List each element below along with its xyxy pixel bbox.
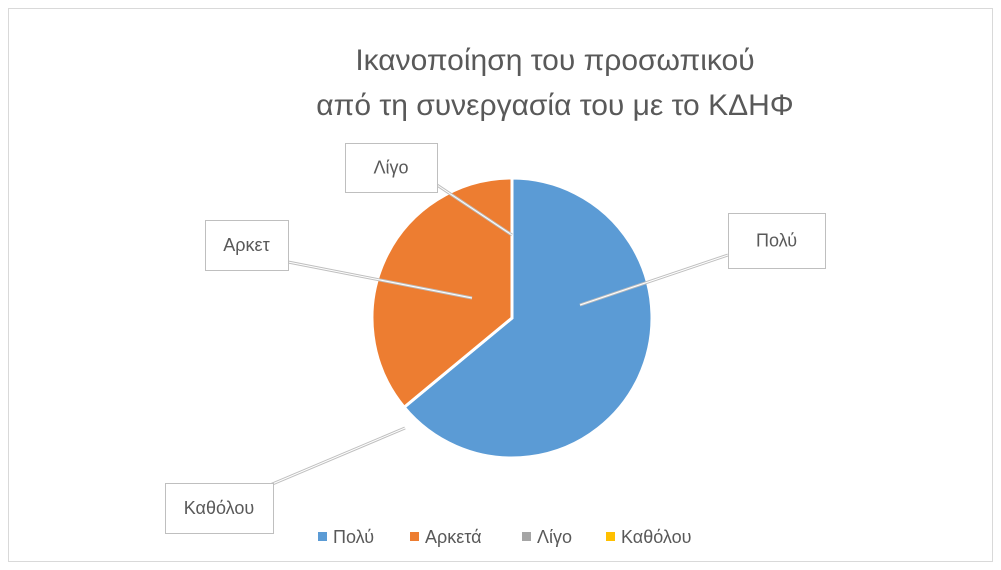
legend-swatch: [318, 532, 327, 541]
data-label: Πολύ: [756, 230, 797, 250]
data-label: Καθόλου: [184, 498, 254, 518]
chart-title: από τη συνεργασία του με το ΚΔΗΦ: [316, 89, 793, 122]
legend-label: Λίγο: [537, 527, 572, 547]
leader-line: [287, 261, 473, 299]
data-label: Λίγο: [373, 157, 408, 177]
leader-line: [436, 184, 513, 236]
legend-swatch: [410, 532, 419, 541]
leader-line: [579, 254, 729, 306]
data-label-box: [345, 143, 438, 193]
data-label-box: [165, 483, 274, 534]
data-label-box: [205, 220, 289, 271]
leader-line: [269, 427, 406, 486]
pie-slice: [402, 176, 654, 460]
legend-label: Πολύ: [333, 527, 374, 547]
legend-label: Αρκετά: [425, 527, 482, 547]
data-label-box: [728, 213, 826, 269]
data-label: Αρκετ: [223, 235, 269, 255]
chart-title: Ικανοποίηση του προσωπικού: [355, 44, 754, 77]
legend-label: Καθόλου: [621, 527, 691, 547]
legend-swatch: [522, 532, 531, 541]
legend-swatch: [606, 532, 615, 541]
